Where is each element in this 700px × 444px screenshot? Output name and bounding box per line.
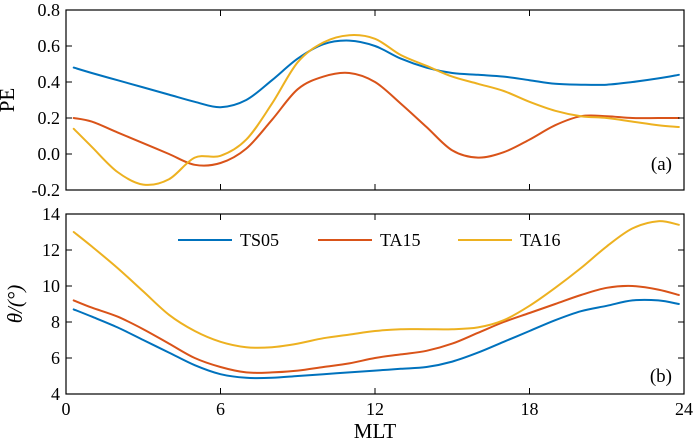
panel-b-ytick-label: 10 <box>42 276 60 296</box>
panel-b-ytick-label: 8 <box>51 312 60 332</box>
legend: TS05 TA15 TA16 <box>178 230 561 250</box>
panel-b-series-ta15 <box>72 284 680 374</box>
x-tick-label: 24 <box>675 399 693 419</box>
panel-b-ytick-label: 12 <box>42 240 60 260</box>
panel-b-frame <box>65 213 685 395</box>
panel-a-ytick-label: 0.4 <box>38 72 61 92</box>
legend-entry-ta16: TA16 <box>458 230 561 250</box>
panel-a-ytick-label: 0.2 <box>38 108 61 128</box>
panel-b-label: (b) <box>650 366 672 387</box>
panel-b-ytick-label: 14 <box>42 204 60 224</box>
legend-label-ta16: TA16 <box>520 230 561 250</box>
legend-entry-ta15: TA15 <box>318 230 421 250</box>
legend-entry-ts05: TS05 <box>178 230 279 250</box>
panel-b: 4 6 8 10 12 14 0 6 12 18 24 θ/(°) (b) MLT TS05 TA1… <box>3 204 693 443</box>
panel-b-series-ta16 <box>72 220 680 349</box>
panel-a-ytick-label: 0.8 <box>38 0 61 20</box>
panel-a-ytick-label: -0.2 <box>32 180 61 200</box>
x-tick-label: 6 <box>216 399 225 419</box>
panel-b-series-ts05 <box>72 298 680 380</box>
panel-b-ticks: 4 6 8 10 12 14 0 6 12 18 24 <box>42 204 693 419</box>
panel-a-ytick-label: 0.0 <box>38 144 61 164</box>
panel-a-ytick-label: 0.6 <box>38 36 61 56</box>
panel-b-ytick-label: 4 <box>51 384 60 404</box>
panel-a-label: (a) <box>651 154 672 175</box>
x-tick-label: 0 <box>62 399 71 419</box>
panel-b-ylabel: θ/(°) <box>3 285 27 324</box>
panel-b-ytick-label: 6 <box>51 348 60 368</box>
panel-a-series-ta16 <box>72 34 680 186</box>
panel-a-ylabel: PE <box>0 88 19 113</box>
x-axis-label: MLT <box>354 419 397 443</box>
x-tick-label: 18 <box>521 399 539 419</box>
legend-label-ts05: TS05 <box>240 230 279 250</box>
panel-a-frame <box>65 9 685 191</box>
panel-a: -0.2 0.0 0.2 0.4 0.6 0.8 PE (a) <box>0 0 685 200</box>
panel-a-ticks: -0.2 0.0 0.2 0.4 0.6 0.8 <box>32 0 685 200</box>
panel-b-series <box>72 220 680 380</box>
panel-a-series-ta15 <box>72 71 680 167</box>
legend-label-ta15: TA15 <box>380 230 421 250</box>
panel-a-series-ts05 <box>72 39 680 109</box>
panel-a-series <box>72 34 680 186</box>
x-tick-label: 12 <box>366 399 384 419</box>
